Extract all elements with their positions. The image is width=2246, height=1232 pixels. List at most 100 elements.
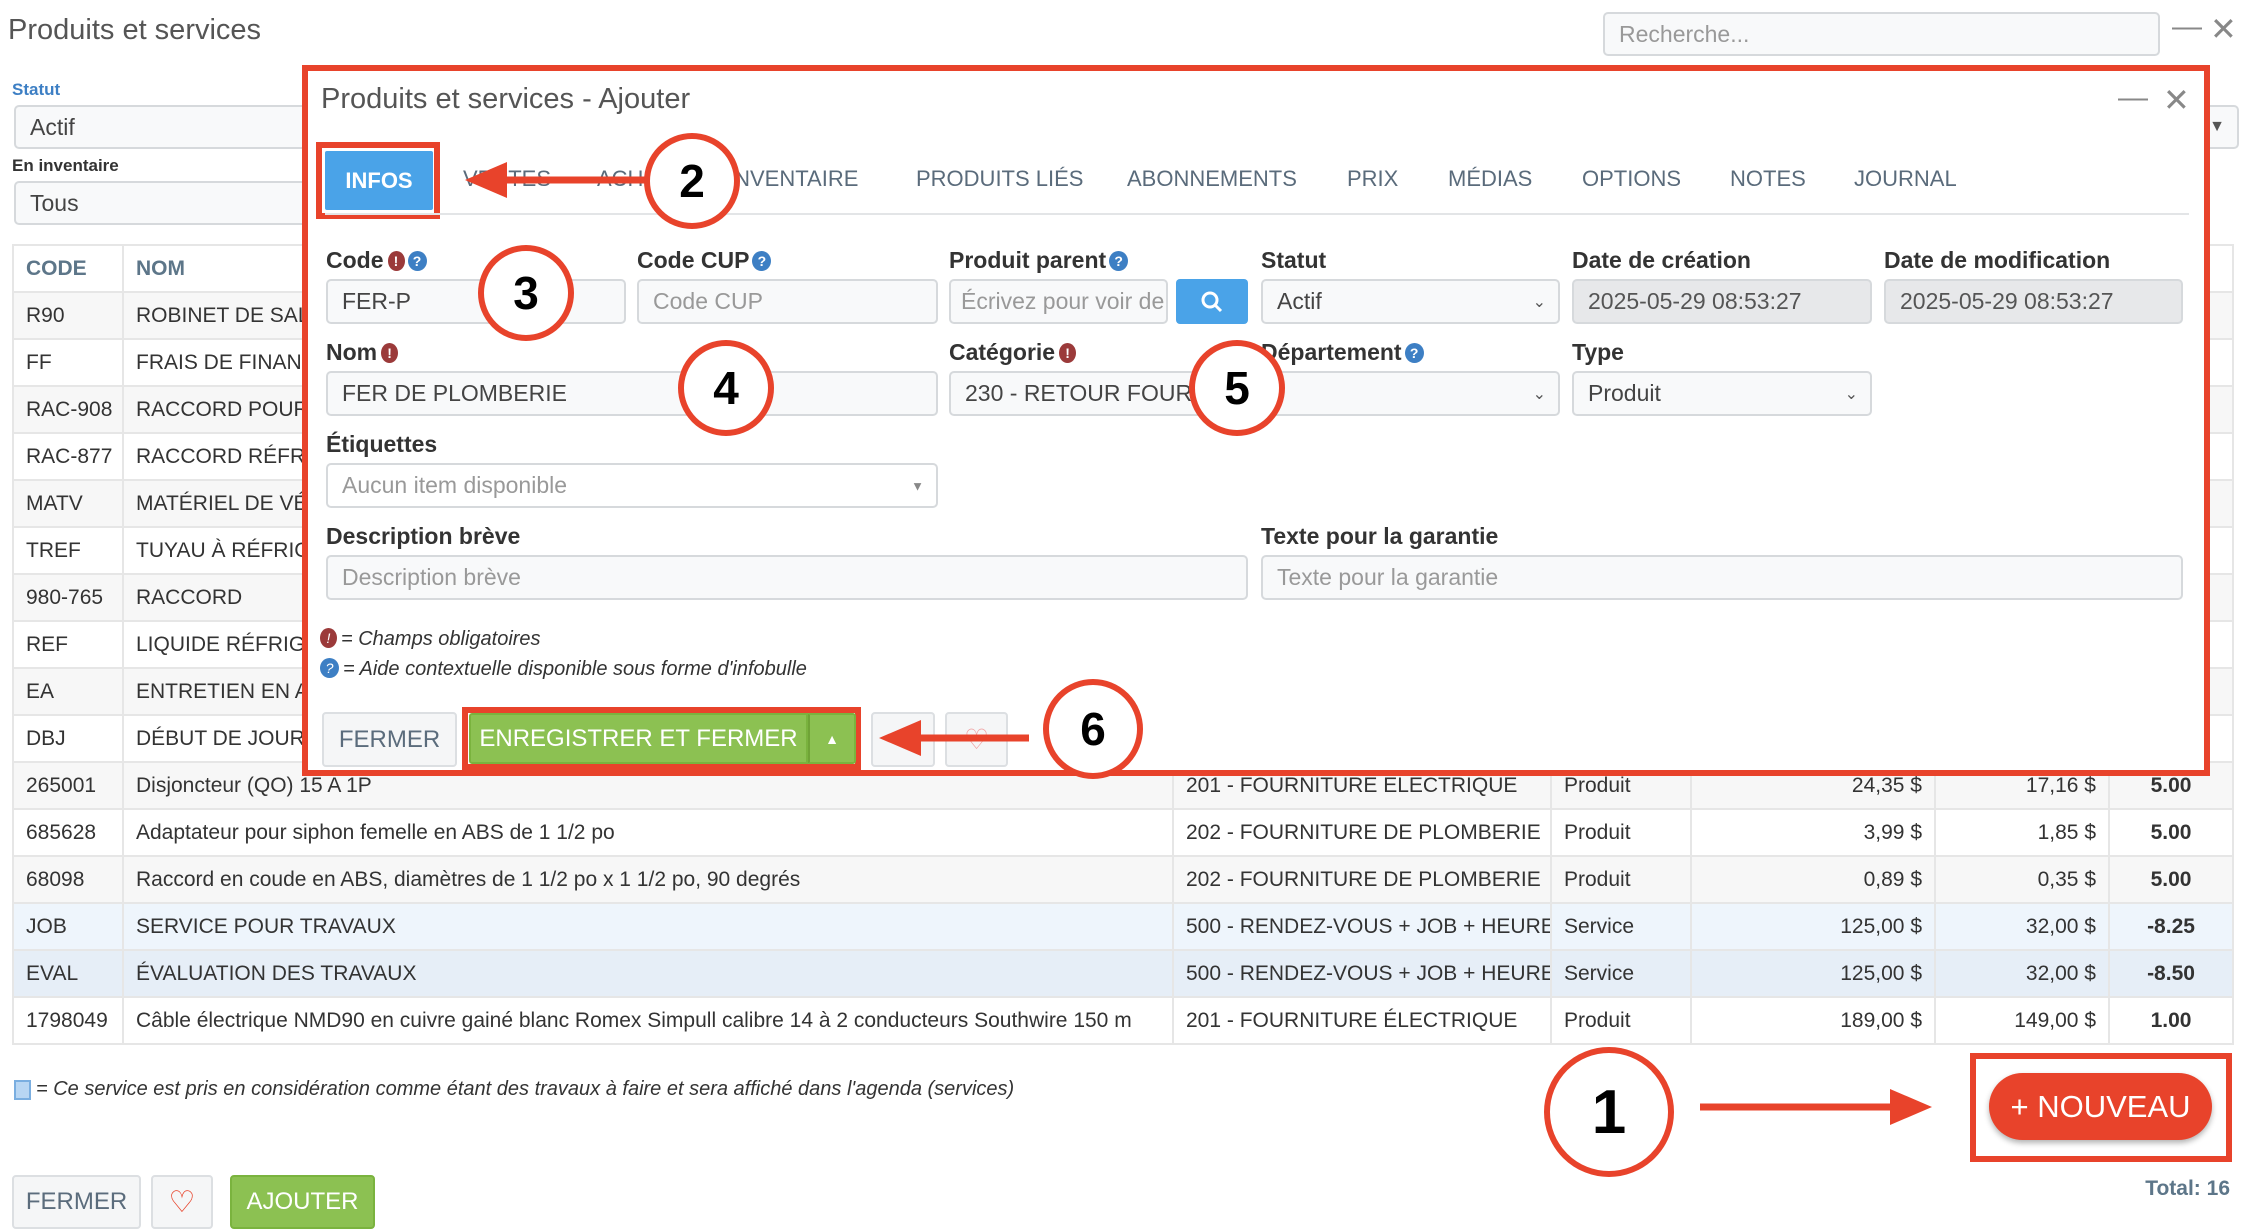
categorie-label: Catégorie! — [949, 339, 1077, 366]
help-icon[interactable]: ? — [407, 251, 427, 271]
cell-code: 68098 — [12, 855, 124, 904]
statut-label: Statut — [1261, 247, 1327, 273]
table-row[interactable]: JOB SERVICE POUR TRAVAUX 500 - RENDEZ-VOUS… — [12, 902, 2234, 951]
caret-down-icon: ▼ — [911, 478, 924, 493]
tab-produits-lies[interactable]: PRODUITS LIÉS — [916, 166, 1084, 191]
status-filter-label: Statut — [12, 80, 61, 99]
service-legend-swatch — [14, 1080, 31, 1100]
annotation-5: 5 — [1189, 340, 1285, 436]
type-select[interactable]: Produit ⌄ — [1572, 371, 1872, 416]
cell-name: Adaptateur pour siphon femelle en ABS de… — [122, 808, 1174, 857]
tab-inventaire[interactable]: INVENTAIRE — [728, 166, 859, 191]
search-icon — [1201, 291, 1223, 312]
description-input[interactable]: Description brève — [326, 555, 1248, 600]
save-options-dropdown[interactable]: ▲ — [808, 713, 856, 764]
legend-required-text: = Champs obligatoires — [341, 628, 541, 650]
cell-cost: 0,35 $ — [1934, 855, 2110, 904]
window-title: Produits et services — [8, 14, 262, 46]
required-icon: ! — [381, 343, 399, 363]
help-icon[interactable]: ? — [1404, 343, 1424, 363]
cell-type: Produit — [1550, 996, 1692, 1045]
tab-notes[interactable]: NOTES — [1730, 166, 1806, 191]
departement-select[interactable]: ⌄ — [1261, 371, 1560, 416]
annotation-box-new — [1970, 1053, 2232, 1162]
inventory-filter-value: Tous — [30, 189, 79, 216]
type-label: Type — [1572, 339, 1624, 365]
cell-value: 5.00 — [2108, 855, 2234, 904]
search-input[interactable]: Recherche... — [1603, 12, 2160, 56]
modal-close-icon[interactable]: ✕ — [2163, 82, 2190, 118]
parent-label-text: Produit parent — [949, 247, 1107, 273]
chevron-down-icon: ⌄ — [1532, 293, 1546, 311]
nom-input[interactable]: FER DE PLOMBERIE — [326, 371, 938, 416]
parent-search-button[interactable] — [1176, 279, 1248, 324]
annotation-4: 4 — [678, 340, 774, 436]
cell-name: Câble électrique NMD90 en cuivre gainé b… — [122, 996, 1174, 1045]
minimize-icon[interactable]: — — [2172, 10, 2202, 43]
cell-code: MATV — [12, 479, 124, 528]
categorie-label-text: Catégorie — [949, 339, 1056, 365]
tab-options[interactable]: OPTIONS — [1582, 166, 1682, 191]
cell-code: TREF — [12, 526, 124, 575]
legend-help: ? = Aide contextuelle disponible sous for… — [320, 658, 807, 681]
parent-input[interactable]: Écrivez pour voir de — [949, 279, 1168, 324]
legend-required: ! = Champs obligatoires — [320, 628, 541, 651]
annotation-1: 1 — [1544, 1047, 1674, 1177]
modal-title: Produits et services - Ajouter — [321, 83, 691, 115]
cell-cost: 32,00 $ — [1934, 949, 2110, 998]
close-icon[interactable]: ✕ — [2210, 11, 2237, 47]
cell-category: 500 - RENDEZ-VOUS + JOB + HEURE — [1172, 949, 1552, 998]
legend-help-text: = Aide contextuelle disponible sous form… — [343, 658, 807, 680]
etiquettes-label: Étiquettes — [326, 431, 438, 457]
help-icon[interactable]: ? — [1109, 251, 1129, 271]
annotation-arrow-6 — [879, 720, 1029, 756]
new-button[interactable]: + NOUVEAU — [1989, 1073, 2212, 1140]
cell-type: Service — [1550, 902, 1692, 951]
cell-code: 685628 — [12, 808, 124, 857]
column-header[interactable]: CODE — [12, 244, 124, 293]
status-filter-value: Actif — [30, 113, 75, 140]
cell-value: 1.00 — [2108, 996, 2234, 1045]
heart-icon: ♡ — [168, 1185, 196, 1219]
tab-abonnements[interactable]: ABONNEMENTS — [1127, 166, 1297, 191]
help-icon[interactable]: ? — [752, 251, 772, 271]
statut-select[interactable]: Actif ⌄ — [1261, 279, 1560, 324]
tab-infos[interactable]: INFOS — [325, 151, 433, 210]
add-button[interactable]: AJOUTER — [230, 1175, 375, 1229]
code-input[interactable]: FER-P — [326, 279, 626, 324]
total-count: Total: 16 — [2145, 1177, 2230, 1200]
cell-code: EA — [12, 667, 124, 716]
table-row[interactable]: 68098 Raccord en coude en ABS, diamètres … — [12, 855, 2234, 904]
created-label: Date de création — [1572, 247, 1751, 273]
modal-close-button[interactable]: FERMER — [322, 712, 457, 767]
cell-cost: 32,00 $ — [1934, 902, 2110, 951]
required-icon: ! — [320, 628, 337, 648]
table-row[interactable]: EVAL ÉVALUATION DES TRAVAUX 500 - RENDEZ-V… — [12, 949, 2234, 998]
cell-type: Produit — [1550, 855, 1692, 904]
etiquettes-select[interactable]: Aucun item disponible ▼ — [326, 463, 938, 508]
tab-prix[interactable]: PRIX — [1347, 166, 1399, 191]
cell-value: -8.50 — [2108, 949, 2234, 998]
table-row[interactable]: 685628 Adaptateur pour siphon femelle en … — [12, 808, 2234, 857]
annotation-box-infos — [316, 142, 440, 219]
garantie-input[interactable]: Texte pour la garantie — [1261, 555, 2183, 600]
cell-code: R90 — [12, 291, 124, 340]
cell-code: DBJ — [12, 714, 124, 763]
cup-label-text: Code CUP — [637, 247, 750, 273]
modal-minimize-icon[interactable]: — — [2118, 81, 2148, 114]
caret-down-icon: ▼ — [2209, 118, 2225, 135]
cell-price: 189,00 $ — [1690, 996, 1936, 1045]
etiquettes-placeholder: Aucun item disponible — [342, 472, 568, 498]
cell-price: 125,00 $ — [1690, 949, 1936, 998]
cell-code: EVAL — [12, 949, 124, 998]
close-button[interactable]: FERMER — [12, 1175, 141, 1229]
chevron-down-icon: ⌄ — [1532, 385, 1546, 403]
cell-code: RAC-877 — [12, 432, 124, 481]
tab-journal[interactable]: JOURNAL — [1854, 166, 1957, 191]
cup-input[interactable]: Code CUP — [637, 279, 938, 324]
tab-medias[interactable]: MÉDIAS — [1448, 166, 1533, 191]
save-and-close-button[interactable]: ENREGISTRER ET FERMER — [469, 713, 808, 764]
table-row[interactable]: 1798049 Câble électrique NMD90 en cuivre … — [12, 996, 2234, 1045]
favorite-button[interactable]: ♡ — [151, 1175, 213, 1229]
nom-label: Nom! — [326, 339, 399, 366]
